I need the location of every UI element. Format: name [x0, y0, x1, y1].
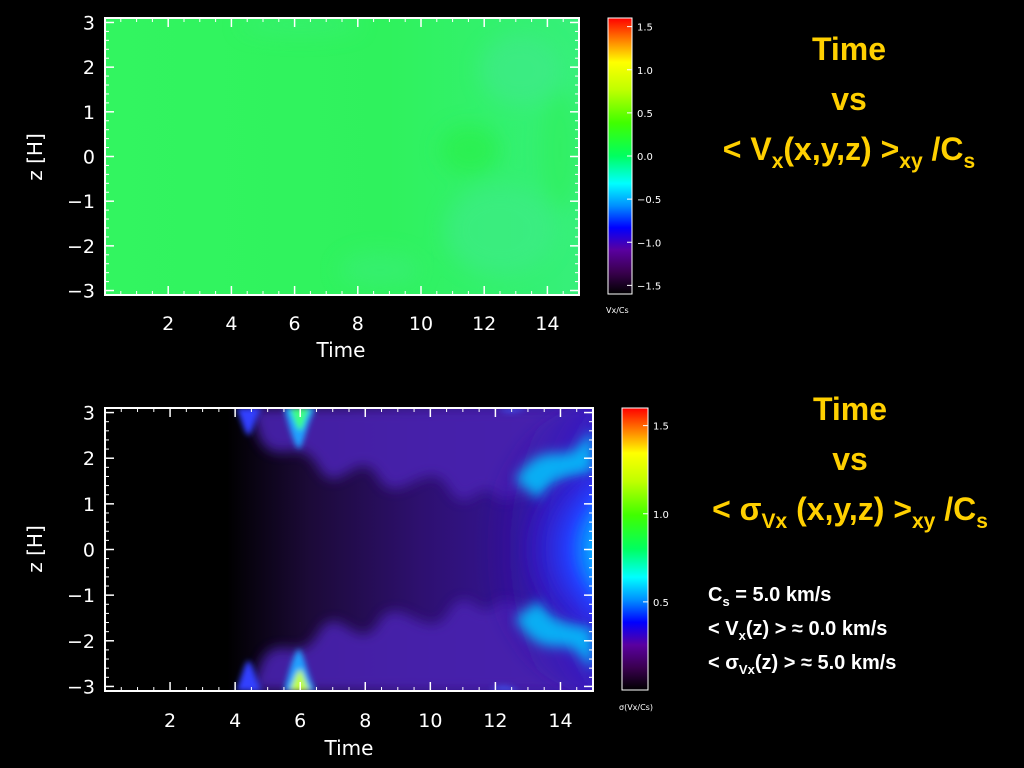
- bottom-colorbar: [622, 408, 648, 690]
- bottom-heatmap-field: [105, 408, 593, 691]
- bottom-x-tick-label: 4: [229, 710, 241, 732]
- top-colorbar-tick-label: 0.5: [637, 109, 653, 120]
- bottom-x-tick-label: 8: [359, 710, 371, 732]
- bottom-chart-title: Time vs < σVx (x,y,z) >xy /Cs: [712, 391, 988, 533]
- top-x-tick-label: 10: [409, 313, 433, 335]
- top-x-tick-label: 4: [225, 313, 237, 335]
- bottom-y-tick-label: 2: [83, 448, 95, 470]
- bottom-x-tick-label: 14: [548, 710, 572, 732]
- top-y-tick-label: −2: [67, 236, 95, 258]
- bottom-y-tick-label: 0: [83, 540, 95, 562]
- bottom-x-tick-label: 2: [164, 710, 176, 732]
- bottom-y-tick-label: −1: [67, 585, 95, 607]
- bottom-colorbar-tick-label: 1.5: [653, 422, 669, 433]
- top-x-tick-label: 6: [289, 313, 301, 335]
- top-y-tick-label: 0: [83, 147, 95, 169]
- bottom-y-tick-label: 1: [83, 494, 95, 516]
- bottom-x-tick-label: 10: [418, 710, 442, 732]
- top-y-tick-label: 3: [83, 12, 95, 34]
- mean-vx-line: < Vx(z) > ≈ 0.0 km/s: [708, 618, 888, 643]
- bottom-colorbar-tick-label: 0.5: [653, 598, 669, 609]
- bottom-y-axis-label: z [H]: [23, 525, 47, 573]
- bottom-y-tick-label: −2: [67, 631, 95, 653]
- top-colorbar-tick-label: 0.0: [637, 152, 653, 163]
- top-x-tick-label: 14: [535, 313, 559, 335]
- sound-speed-line: Cs = 5.0 km/s: [708, 584, 832, 609]
- top-y-axis-label: z [H]: [23, 133, 47, 181]
- top-colorbar-tick-label: 1.0: [637, 66, 653, 77]
- bottom-y-tick-label: 3: [83, 403, 95, 425]
- bottom-colorbar-tick-label: 1.0: [653, 510, 669, 521]
- sigma-vx-line: < σVx(z) > ≈ 5.0 km/s: [708, 652, 897, 677]
- bottom-colorbar-label: σ(Vx/Cs): [619, 703, 653, 712]
- bottom-colorbar-ticks: 1.5 1.0 0.5: [643, 422, 669, 609]
- top-y-tick-label: −3: [67, 281, 95, 303]
- top-colorbar-tick-label: 1.5: [637, 23, 653, 34]
- top-colorbar-ticks: 1.5 1.0 0.5 0.0 −0.5 −1.0 −1.5: [627, 23, 661, 292]
- top-colorbar-tick-label: −1.0: [637, 238, 661, 249]
- top-colorbar-tick-label: −0.5: [637, 195, 661, 206]
- top-colorbar-tick-label: −1.5: [637, 281, 661, 292]
- top-y-tick-label: 1: [83, 102, 95, 124]
- bottom-y-tick-label: −3: [67, 676, 95, 698]
- top-heatmap-field: [105, 18, 579, 295]
- top-x-tick-label: 12: [472, 313, 496, 335]
- top-y-tick-label: 2: [83, 57, 95, 79]
- bottom-x-axis-label: Time: [324, 736, 374, 760]
- top-x-tick-label: 2: [162, 313, 174, 335]
- parameter-annotations: Cs = 5.0 km/s < Vx(z) > ≈ 0.0 km/s < σVx…: [708, 578, 896, 680]
- bottom-x-tick-label: 6: [294, 710, 306, 732]
- top-chart-title: Time vs < Vx(x,y,z) >xy /Cs: [722, 31, 976, 173]
- top-colorbar-label: Vx/Cs: [606, 306, 629, 315]
- top-x-axis-label: Time: [316, 338, 366, 362]
- top-y-tick-label: −1: [67, 191, 95, 213]
- top-x-tick-label: 8: [352, 313, 364, 335]
- bottom-x-tick-label: 12: [483, 710, 507, 732]
